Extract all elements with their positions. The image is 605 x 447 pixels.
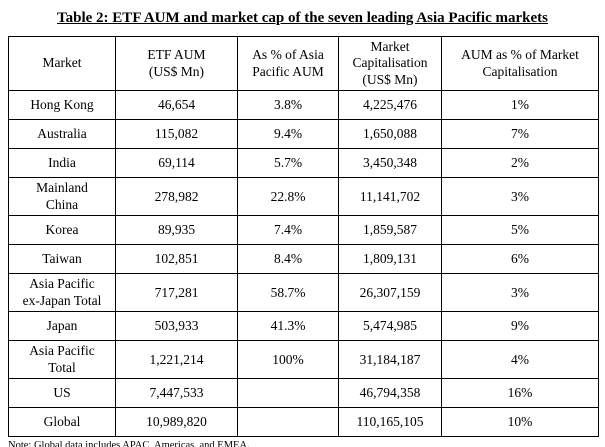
cell-aum-pct-market-cap: 3% xyxy=(441,177,599,217)
cell-etf-aum: 717,281 xyxy=(115,273,238,313)
cell-market: Global xyxy=(8,407,116,438)
cell-etf-aum: 89,935 xyxy=(115,215,238,246)
table-row-australia: Australia 115,082 9.4% 1,650,088 7% xyxy=(8,119,599,150)
cell-market-cap: 31,184,187 xyxy=(338,340,442,380)
cell-market: Asia Pacific ex-Japan Total xyxy=(8,273,116,313)
table-body: Hong Kong 46,654 3.8% 4,225,476 1% Austr… xyxy=(8,90,599,438)
cell-pct-apac-aum: 5.7% xyxy=(237,148,339,179)
cell-market-cap: 26,307,159 xyxy=(338,273,442,313)
cell-pct-apac-aum: 9.4% xyxy=(237,119,339,150)
cell-pct-apac-aum: 58.7% xyxy=(237,273,339,313)
cell-aum-pct-market-cap: 16% xyxy=(441,378,599,409)
cell-aum-pct-market-cap: 10% xyxy=(441,407,599,438)
cell-etf-aum: 503,933 xyxy=(115,311,238,342)
table-caption-text: Table 2: ETF AUM and market cap of the s… xyxy=(57,10,548,26)
header-market-cap: Market Capitalisation (US$ Mn) xyxy=(338,35,442,92)
cell-aum-pct-market-cap: 5% xyxy=(441,215,599,246)
header-etf-aum: ETF AUM (US$ Mn) xyxy=(115,35,238,92)
cell-market: Australia xyxy=(8,119,116,150)
cell-market: Asia Pacific Total xyxy=(8,340,116,380)
etf-aum-table: Market ETF AUM (US$ Mn) As % of Asia Pac… xyxy=(8,35,599,438)
cell-market: Korea xyxy=(8,215,116,246)
cell-pct-apac-aum: 7.4% xyxy=(237,215,339,246)
cell-market-cap: 1,809,131 xyxy=(338,244,442,275)
cell-aum-pct-market-cap: 9% xyxy=(441,311,599,342)
cell-market-cap: 1,650,088 xyxy=(338,119,442,150)
table-row-mainland-china: Mainland China 278,982 22.8% 11,141,702 … xyxy=(8,177,599,217)
table-header-row: Market ETF AUM (US$ Mn) As % of Asia Pac… xyxy=(8,35,599,92)
cell-pct-apac-aum: 41.3% xyxy=(237,311,339,342)
table-row-hong-kong: Hong Kong 46,654 3.8% 4,225,476 1% xyxy=(8,90,599,121)
cell-market-cap: 11,141,702 xyxy=(338,177,442,217)
cell-aum-pct-market-cap: 3% xyxy=(441,273,599,313)
cell-etf-aum: 69,114 xyxy=(115,148,238,179)
cell-market-cap: 1,859,587 xyxy=(338,215,442,246)
cell-aum-pct-market-cap: 1% xyxy=(441,90,599,121)
cell-pct-apac-aum xyxy=(237,407,339,438)
footnote: Note: Global data includes APAC, America… xyxy=(8,440,250,447)
cell-market: Mainland China xyxy=(8,177,116,217)
cell-market: Hong Kong xyxy=(8,90,116,121)
table-row-us: US 7,447,533 46,794,358 16% xyxy=(8,378,599,409)
table-row-asia-pacific-total: Asia Pacific Total 1,221,214 100% 31,184… xyxy=(8,340,599,380)
cell-aum-pct-market-cap: 2% xyxy=(441,148,599,179)
header-market: Market xyxy=(8,35,116,92)
cell-aum-pct-market-cap: 6% xyxy=(441,244,599,275)
cell-etf-aum: 115,082 xyxy=(115,119,238,150)
table-row-japan: Japan 503,933 41.3% 5,474,985 9% xyxy=(8,311,599,342)
cell-pct-apac-aum: 100% xyxy=(237,340,339,380)
table-row-global: Global 10,989,820 110,165,105 10% xyxy=(8,407,599,438)
cell-market-cap: 3,450,348 xyxy=(338,148,442,179)
cell-pct-apac-aum xyxy=(237,378,339,409)
table-caption: Table 2: ETF AUM and market cap of the s… xyxy=(0,9,605,27)
cell-market-cap: 4,225,476 xyxy=(338,90,442,121)
cell-etf-aum: 10,989,820 xyxy=(115,407,238,438)
table-row-india: India 69,114 5.7% 3,450,348 2% xyxy=(8,148,599,179)
cell-market-cap: 110,165,105 xyxy=(338,407,442,438)
table-header: Market ETF AUM (US$ Mn) As % of Asia Pac… xyxy=(8,35,599,92)
cell-market: India xyxy=(8,148,116,179)
cell-market: US xyxy=(8,378,116,409)
cell-pct-apac-aum: 3.8% xyxy=(237,90,339,121)
cell-market: Japan xyxy=(8,311,116,342)
cell-market-cap: 5,474,985 xyxy=(338,311,442,342)
cell-etf-aum: 1,221,214 xyxy=(115,340,238,380)
cell-pct-apac-aum: 22.8% xyxy=(237,177,339,217)
header-aum-pct-market-cap: AUM as % of Market Capitalisation xyxy=(441,35,599,92)
cell-market-cap: 46,794,358 xyxy=(338,378,442,409)
cell-etf-aum: 7,447,533 xyxy=(115,378,238,409)
header-pct-apac-aum: As % of Asia Pacific AUM xyxy=(237,35,339,92)
cell-etf-aum: 278,982 xyxy=(115,177,238,217)
table-row-asia-pacific-ex-japan-total: Asia Pacific ex-Japan Total 717,281 58.7… xyxy=(8,273,599,313)
cell-market: Taiwan xyxy=(8,244,116,275)
cell-etf-aum: 46,654 xyxy=(115,90,238,121)
cell-pct-apac-aum: 8.4% xyxy=(237,244,339,275)
table-row-korea: Korea 89,935 7.4% 1,859,587 5% xyxy=(8,215,599,246)
cell-etf-aum: 102,851 xyxy=(115,244,238,275)
cell-aum-pct-market-cap: 7% xyxy=(441,119,599,150)
table-row-taiwan: Taiwan 102,851 8.4% 1,809,131 6% xyxy=(8,244,599,275)
cell-aum-pct-market-cap: 4% xyxy=(441,340,599,380)
